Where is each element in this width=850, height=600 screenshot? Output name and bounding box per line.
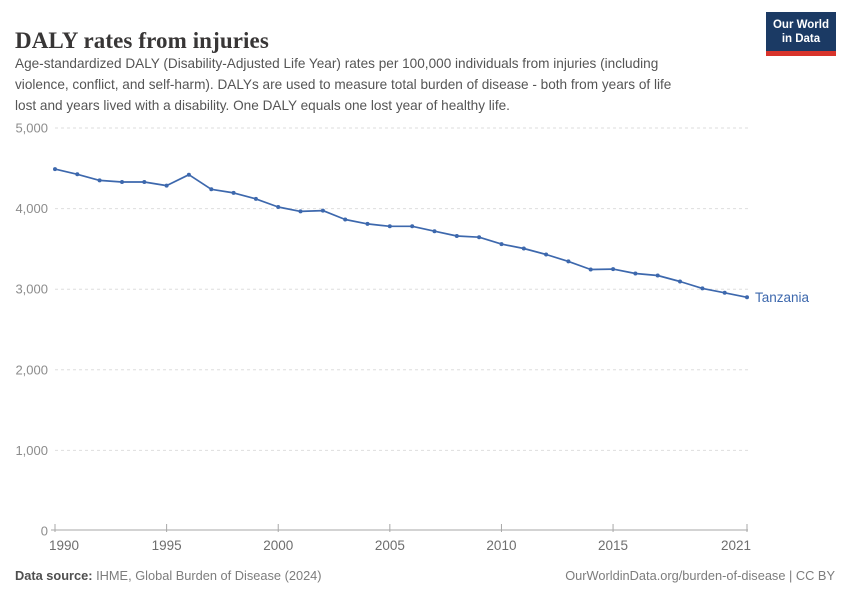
data-point[interactable] [521, 246, 526, 251]
x-tick-label: 2015 [598, 538, 628, 553]
owid-logo-line2: in Data [781, 33, 821, 45]
data-point[interactable] [298, 209, 303, 214]
data-point[interactable] [700, 286, 705, 291]
chart-subtitle: Age-standardized DALY (Disability-Adjust… [15, 53, 671, 116]
data-point[interactable] [611, 267, 616, 272]
data-source: Data source: IHME, Global Burden of Dise… [15, 568, 322, 583]
data-point[interactable] [142, 180, 147, 184]
subtitle-line: Age-standardized DALY (Disability-Adjust… [15, 56, 659, 71]
entity-label-tanzania[interactable]: Tanzania [755, 290, 810, 305]
data-source-value: IHME, Global Burden of Disease (2024) [92, 568, 322, 583]
subtitle-line: lost and years lived with a disability. … [15, 98, 510, 113]
x-tick-label: 1995 [152, 538, 182, 553]
data-point[interactable] [544, 252, 549, 257]
data-point[interactable] [365, 221, 370, 226]
y-tick-label: 3,000 [15, 282, 48, 297]
x-tick-label: 2000 [263, 538, 293, 553]
y-tick-label: 4,000 [15, 201, 48, 216]
data-point[interactable] [722, 290, 727, 295]
data-point[interactable] [209, 187, 214, 192]
credit: OurWorldinData.org/burden-of-disease | C… [565, 568, 835, 583]
data-point[interactable] [499, 242, 504, 247]
data-point[interactable] [432, 229, 437, 234]
y-tick-label: 1,000 [15, 443, 48, 458]
data-point[interactable] [231, 190, 236, 195]
data-point[interactable] [253, 196, 258, 201]
data-point[interactable] [566, 259, 571, 264]
data-point[interactable] [633, 271, 638, 276]
owid-logo[interactable]: Our World in Data [765, 12, 836, 56]
chart-footer: Data source: IHME, Global Burden of Dise… [15, 568, 835, 583]
subtitle-line: violence, conflict, and self-harm). DALY… [15, 77, 672, 92]
data-point[interactable] [97, 178, 102, 183]
y-tick-label: 0 [41, 524, 48, 539]
data-point[interactable] [120, 180, 124, 184]
data-point[interactable] [477, 235, 482, 240]
data-point[interactable] [588, 267, 593, 272]
y-tick-label: 2,000 [15, 362, 48, 377]
data-point[interactable] [276, 205, 281, 209]
credit-license: | CC BY [785, 568, 835, 583]
y-tick-label: 5,000 [15, 121, 48, 136]
data-point[interactable] [655, 273, 660, 278]
x-tick-label: 2010 [486, 538, 516, 553]
data-point[interactable] [410, 224, 415, 229]
x-tick-label: 2021 [721, 538, 751, 553]
tanzania-series-line[interactable] [54, 168, 748, 299]
credit-url[interactable]: OurWorldinData.org/burden-of-disease [565, 568, 786, 583]
data-point[interactable] [320, 208, 325, 213]
data-point[interactable] [186, 172, 191, 177]
data-point[interactable] [678, 279, 682, 284]
data-point[interactable] [387, 224, 392, 229]
data-point[interactable] [454, 234, 459, 238]
x-tick-label: 2005 [375, 538, 405, 553]
data-point[interactable] [343, 217, 348, 222]
x-tick-label: 1990 [49, 538, 79, 553]
data-source-label: Data source: [15, 568, 93, 583]
data-point[interactable] [53, 167, 57, 172]
data-point[interactable] [164, 183, 169, 188]
page-title: DALY rates from injuries [15, 28, 269, 54]
data-point[interactable] [745, 295, 749, 300]
owid-logo-line1: Our World [772, 19, 829, 31]
data-point[interactable] [75, 172, 80, 177]
